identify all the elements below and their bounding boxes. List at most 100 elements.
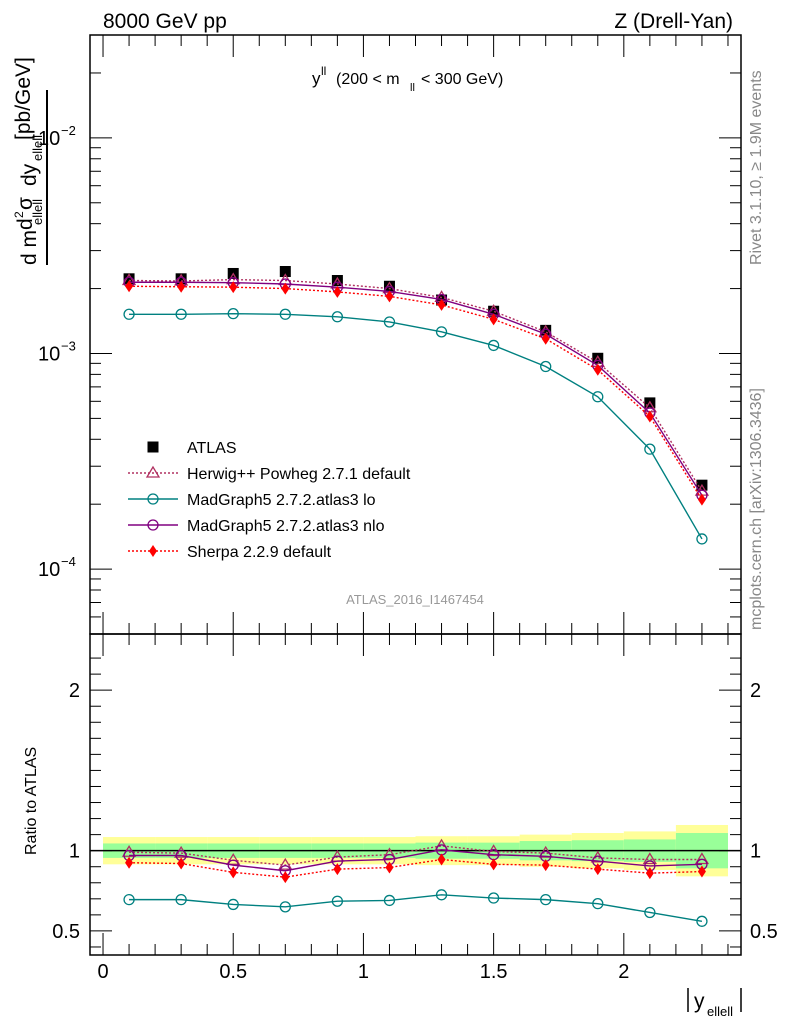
ratio-data-point [593,863,602,876]
ratio-series-line [129,849,702,872]
svg-text:d: d [14,218,37,230]
ratio-data-point [331,895,344,907]
legend-marker [147,493,159,505]
legend-item: Sherpa 2.2.9 default [128,544,332,561]
ratio-y-ticks: 0.5 0.5 1 1 2 2 [52,657,778,948]
main-y-tick-exponent: −3 [61,338,76,353]
main-data-point [540,324,552,336]
x-tick-label: 1.5 [480,961,508,983]
main-data-point [175,308,187,320]
svg-text:y: y [312,69,321,88]
ratio-data-point [697,865,706,878]
main-plot-title: y ll (200 < m ll < 300 GeV) [312,64,503,94]
x-tick-label: 0 [97,961,108,983]
ratio-series-1 [123,889,708,927]
ratio-data-point [125,856,134,869]
ratio-plot-frame [89,633,742,956]
main-data-point [385,290,394,303]
ratio-data-point [385,861,394,874]
main-data-point [487,339,500,352]
ratio-y-tick-label: 2 [69,680,80,702]
ratio-data-point [175,893,187,906]
main-series-line [129,312,703,540]
x-tick-label: 2 [618,961,629,983]
svg-text:ellell: ellell [707,1004,733,1019]
rivet-label: Rivet 3.1.10, ≥ 1.9M events [748,70,765,265]
ratio-data-point [123,893,135,906]
ratio-y-tick-label: 0.5 [52,921,80,943]
main-data-point [123,308,135,320]
ratio-series-line [129,894,703,922]
main-data-point [229,281,238,294]
ratio-data-point [278,857,293,870]
legend-item: Herwig++ Powheg 2.7.1 default [128,465,411,483]
legend-item: MadGraph5 2.7.2.atlas3 lo [128,492,376,509]
main-data-point [489,313,498,326]
ratio-data-point [540,893,552,906]
legend-label: MadGraph5 2.7.2.atlas3 nlo [187,518,385,535]
svg-text:ll: ll [410,82,415,94]
ratio-data-point [489,858,498,871]
ratio-data-point [383,894,396,907]
main-data-point [125,280,134,293]
main-y-tick-label: 10 [38,343,60,365]
main-data-point [123,273,135,285]
ratio-data-point [226,853,241,865]
main-y-axis-label: d m ellell dy ellell d 2 σ [pb/GeV] [12,57,48,265]
ratio-data-point [333,863,342,876]
svg-text:ll: ll [321,64,326,78]
ratio-data-point [279,901,291,913]
main-data-point [227,308,239,320]
main-data-point [279,308,291,320]
svg-text:ellell: ellell [30,199,45,225]
main-data-point [177,280,186,293]
ratio-y-tick-label-right: 0.5 [750,921,778,943]
main-series-2 [123,308,708,545]
main-data-point [540,360,552,373]
ratio-data-point [592,897,604,910]
main-data-point [541,332,550,345]
svg-text:d m: d m [18,230,41,265]
main-data-point [437,298,446,311]
ratio-data-point [281,871,290,884]
ratio-data-point [487,892,500,904]
ratio-series-line [129,845,702,866]
legend-label: ATLAS [187,440,237,457]
main-y-tick-label: 10 [38,559,60,581]
main-y-tick-exponent: −4 [61,554,76,569]
x-tick-label: 0.5 [219,961,247,983]
main-data-point [592,391,604,403]
ratio-data-point [382,847,397,860]
x-tick-label: 1 [358,961,369,983]
main-data-point [593,363,602,376]
ratio-data-point [435,889,448,901]
legend-item: ATLAS [147,440,237,457]
main-data-point [697,493,706,506]
main-data-point [333,285,342,298]
legend-label: MadGraph5 2.7.2.atlas3 lo [187,492,376,509]
svg-text:[pb/GeV]: [pb/GeV] [12,57,35,140]
ratio-data-point [642,852,658,865]
legend: ATLAS Herwig++ Powheg 2.7.1 default MadGra… [128,440,411,561]
legend-label: Sherpa 2.2.9 default [187,544,332,561]
ratio-data-point [696,915,708,927]
main-series-1 [121,272,710,496]
main-series-line [129,278,703,492]
ratio-data-point [645,867,654,880]
main-data-point [592,352,604,364]
main-y-tick-label: 10 [38,128,60,150]
ratio-data-point [644,906,656,919]
main-data-point [175,273,187,285]
svg-text:2: 2 [12,211,26,218]
mcplots-label: mcplots.cern.ch [arXiv:1306.3436] [748,388,765,630]
svg-text:dy: dy [18,163,41,186]
main-data-point [281,282,290,295]
main-data-point [488,305,500,317]
main-y-ticks: 10−410−310−2 [38,34,741,635]
legend-label: Herwig++ Powheg 2.7.1 default [187,466,411,483]
x-ticks: 0 0.5 1 1.5 2 [97,35,729,983]
svg-text:ellell: ellell [30,135,45,161]
ratio-data-point [177,857,186,870]
header-left: 8000 GeV pp [103,10,227,33]
